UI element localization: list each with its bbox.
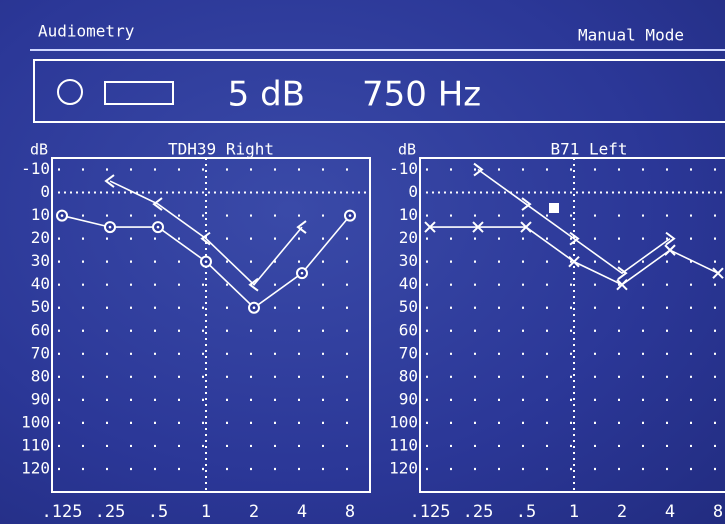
- y-tick-label: 70: [399, 343, 418, 362]
- x-tick-label: 2: [617, 502, 627, 522]
- mode-label: Manual Mode: [578, 26, 684, 45]
- y-tick-label: 50: [31, 297, 50, 316]
- y-tick-label: 50: [399, 297, 418, 316]
- status-box: [105, 82, 173, 104]
- y-tick-label: 120: [389, 458, 418, 477]
- marker-dot: [301, 272, 304, 275]
- x-tick-label: .25: [95, 502, 126, 522]
- x-tick-label: 4: [297, 502, 307, 522]
- y-tick-label: 100: [21, 412, 50, 431]
- marker-cross: [713, 268, 723, 278]
- y-tick-label: 110: [389, 435, 418, 454]
- data-point: [713, 268, 723, 278]
- y-tick-label: 0: [408, 182, 418, 201]
- y-tick-label: -10: [21, 159, 50, 178]
- cursor: [549, 203, 559, 213]
- x-tick-label: 1: [569, 502, 579, 522]
- y-tick-label: 80: [399, 366, 418, 385]
- marker-dot: [253, 306, 256, 309]
- y-tick-label: 40: [31, 274, 50, 293]
- y-tick-label: -10: [389, 159, 418, 178]
- app-title: Audiometry: [38, 22, 135, 41]
- plot-frame: [52, 158, 370, 492]
- series-line: [478, 170, 670, 274]
- data-point: [297, 268, 307, 278]
- y-tick-label: 60: [31, 320, 50, 339]
- y-tick-label: 60: [399, 320, 418, 339]
- y-tick-label: 30: [399, 251, 418, 270]
- x-tick-label: .5: [516, 502, 536, 522]
- audiometer-ui: Audiometry Manual Mode 5 dB 750 Hz TDH39…: [0, 0, 725, 524]
- y-tick-label: 70: [31, 343, 50, 362]
- y-tick-label: 90: [399, 389, 418, 408]
- y-tick-label: 120: [21, 458, 50, 477]
- series-line: [110, 181, 302, 285]
- data-point: [201, 257, 211, 267]
- y-tick-label: 40: [399, 274, 418, 293]
- y-tick-label: 10: [399, 205, 418, 224]
- y-tick-label: 20: [399, 228, 418, 247]
- x-tick-label: .25: [463, 502, 494, 522]
- status-circle: [58, 80, 82, 104]
- x-tick-label: 2: [249, 502, 259, 522]
- marker-dot: [109, 226, 112, 229]
- marker-dot: [61, 214, 64, 217]
- y-tick-label: 10: [31, 205, 50, 224]
- chart-title: TDH39 Right: [168, 140, 274, 159]
- x-tick-label: 4: [665, 502, 675, 522]
- y-axis-label: dB: [30, 141, 48, 159]
- frequency-readout: 750 Hz: [362, 75, 481, 115]
- marker-cross: [665, 245, 675, 255]
- marker-dot: [205, 260, 208, 263]
- x-tick-label: .5: [148, 502, 168, 522]
- data-point: [57, 211, 67, 221]
- x-tick-label: 8: [713, 502, 723, 522]
- data-point: [249, 303, 259, 313]
- x-tick-label: .125: [410, 502, 451, 522]
- level-readout: 5 dB: [228, 75, 305, 115]
- y-tick-label: 90: [31, 389, 50, 408]
- y-tick-label: 100: [389, 412, 418, 431]
- y-tick-label: 30: [31, 251, 50, 270]
- audiograms: TDH39 RightdB-10010203040506070809010011…: [21, 140, 725, 523]
- marker-dot: [157, 226, 160, 229]
- x-tick-label: 8: [345, 502, 355, 522]
- y-axis-label: dB: [398, 141, 416, 159]
- data-point: [345, 211, 355, 221]
- y-tick-label: 0: [40, 182, 50, 201]
- plot-frame: [420, 158, 725, 492]
- y-tick-label: 80: [31, 366, 50, 385]
- data-point: [105, 222, 115, 232]
- y-tick-label: 110: [21, 435, 50, 454]
- screen: Audiometry Manual Mode 5 dB 750 Hz TDH39…: [0, 0, 725, 524]
- y-tick-label: 20: [31, 228, 50, 247]
- chart-title: B71 Left: [550, 140, 627, 159]
- data-point: [153, 222, 163, 232]
- marker-dot: [349, 214, 352, 217]
- data-point: [665, 245, 675, 255]
- x-tick-label: 1: [201, 502, 211, 522]
- x-tick-label: .125: [42, 502, 83, 522]
